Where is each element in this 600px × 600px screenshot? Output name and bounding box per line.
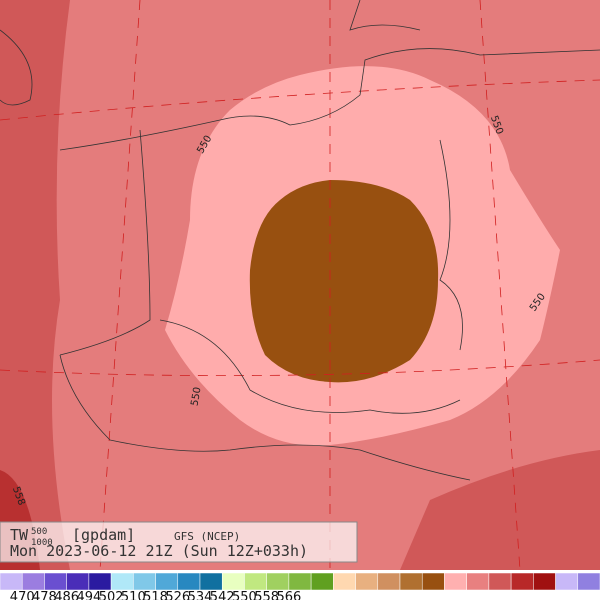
title: TW — [10, 526, 29, 544]
colorbar-swatch — [333, 572, 356, 591]
colorbar-label: 558 — [254, 590, 279, 600]
colorbar-swatch — [110, 572, 134, 591]
colorbar-swatch — [577, 572, 600, 591]
colorbar-swatch — [177, 572, 201, 591]
colorbar-label: 542 — [210, 590, 235, 600]
colorbar-label: 510 — [121, 590, 146, 600]
colorbar-swatch — [66, 572, 90, 591]
colorbar-swatch — [244, 572, 267, 591]
title-sub: 1000 — [31, 538, 53, 548]
colorbar-label: 478 — [32, 590, 57, 600]
colorbar-label: 534 — [188, 590, 213, 600]
units: [gpdam] — [72, 526, 135, 544]
colorbar-swatch — [355, 572, 379, 591]
colorbar-swatch — [399, 572, 423, 591]
colorbar-swatch — [0, 572, 23, 591]
colorbar-label: 502 — [99, 590, 124, 600]
contour-label: 550 — [189, 386, 203, 407]
colorbar-label: 566 — [276, 590, 301, 600]
colorbar-swatch — [555, 572, 579, 591]
colorbar-label: 518 — [143, 590, 168, 600]
colorbar-label: 494 — [76, 590, 101, 600]
colorbar-label: 486 — [54, 590, 79, 600]
field-core — [249, 180, 439, 383]
colorbar-swatch — [199, 572, 223, 591]
field-darker — [0, 0, 70, 570]
colorbar-swatch — [510, 572, 534, 591]
valid-time: Mon 2023-06-12 21Z (Sun 12Z+033h) — [10, 542, 308, 560]
colorbar-swatch — [421, 572, 445, 591]
graticule — [0, 0, 600, 571]
colorbar-swatch — [21, 572, 45, 591]
colorbar-swatch — [266, 572, 290, 591]
colorbar-label: 526 — [165, 590, 190, 600]
borders — [0, 0, 600, 481]
colorbar-swatch — [310, 572, 334, 591]
colorbar-swatch — [221, 572, 245, 591]
colorbar-label: 550 — [232, 590, 257, 600]
colorbar-swatch — [44, 572, 67, 591]
colorbar-swatch — [288, 572, 312, 591]
colorbar-swatch — [466, 572, 490, 591]
colorbar-label: 470 — [10, 590, 35, 600]
colorbar-swatch — [488, 572, 512, 591]
colorbar-swatch — [533, 572, 556, 591]
colorbar-swatch — [88, 572, 112, 591]
field-darker-se — [400, 450, 600, 570]
source: GFS (NCEP) — [174, 530, 240, 543]
title-box — [0, 521, 358, 563]
title-sup: 500 — [31, 527, 47, 537]
colorbar-swatch — [133, 572, 156, 591]
colorbar-swatch — [155, 572, 179, 591]
colorbar-swatch — [377, 572, 401, 591]
colorbar-swatch — [444, 572, 467, 591]
